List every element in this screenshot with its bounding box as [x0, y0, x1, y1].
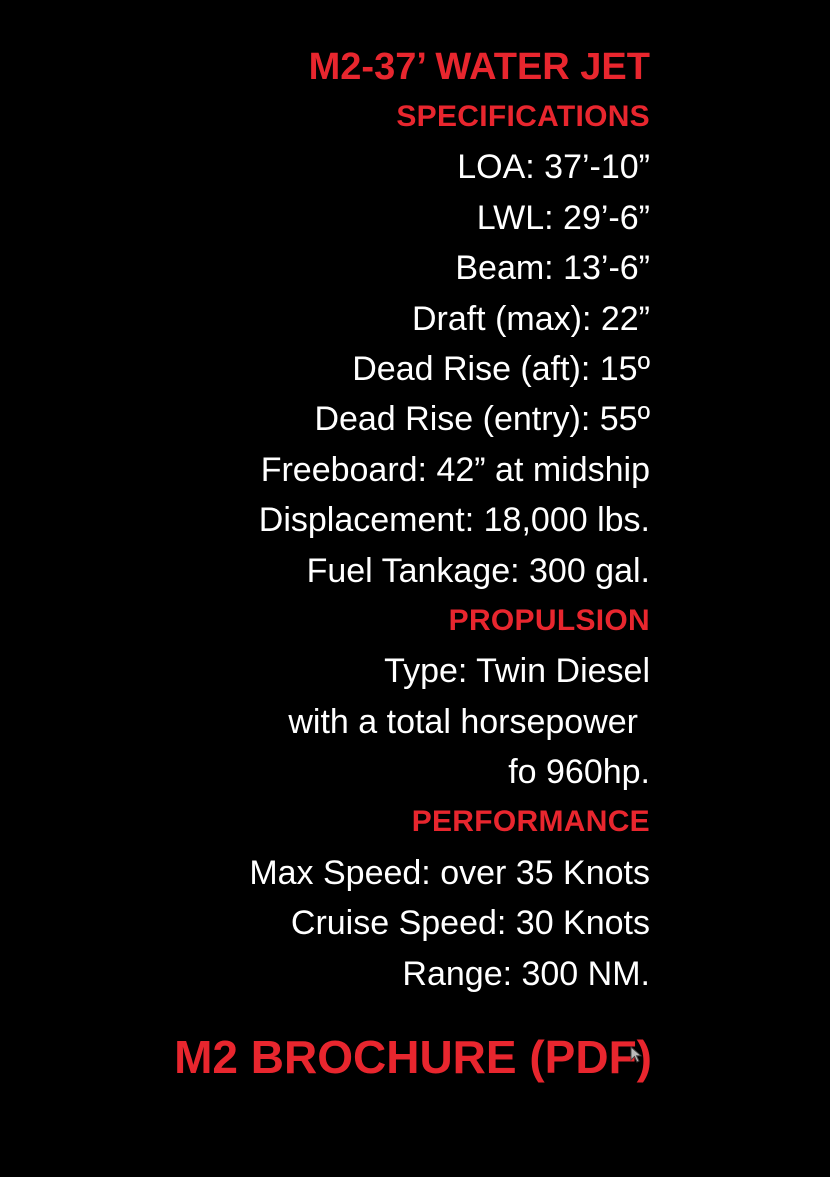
mouse-pointer-icon: [630, 1046, 643, 1063]
performance-max-speed: Max Speed: over 35 Knots: [249, 853, 650, 892]
performance-range: Range: 300 NM.: [402, 954, 650, 993]
spec-lwl: LWL: 29’-6”: [476, 198, 650, 237]
propulsion-horsepower-text: with a total horsepower: [288, 702, 638, 741]
brochure-pdf-link[interactable]: M2 BROCHURE (PDF): [174, 1031, 652, 1083]
propulsion-heading: PROPULSION: [448, 603, 650, 637]
spec-displacement: Displacement: 18,000 lbs.: [258, 501, 650, 540]
spec-loa: LOA: 37’-10”: [457, 148, 650, 187]
specifications-heading: SPECIFICATIONS: [396, 100, 650, 133]
spec-sheet: M2-37’ WATER JET SPECIFICATIONS LOA: 37’…: [249, 42, 650, 999]
spec-draft: Draft (max): 22”: [411, 299, 650, 338]
spec-dead-rise-aft: Dead Rise (aft): 15º: [352, 349, 650, 388]
spec-beam: Beam: 13’-6”: [455, 249, 650, 288]
propulsion-horsepower-value: fo 960hp.: [508, 753, 650, 792]
performance-heading: PERFORMANCE: [411, 805, 650, 839]
spec-fuel-tankage: Fuel Tankage: 300 gal.: [306, 551, 650, 590]
spec-dead-rise-entry: Dead Rise (entry): 55º: [314, 400, 650, 439]
performance-cruise-speed: Cruise Speed: 30 Knots: [290, 904, 650, 943]
page-title: M2-37’ WATER JET: [308, 46, 650, 88]
spec-freeboard: Freeboard: 42” at midship: [260, 450, 650, 489]
propulsion-type: Type: Twin Diesel: [384, 652, 650, 691]
